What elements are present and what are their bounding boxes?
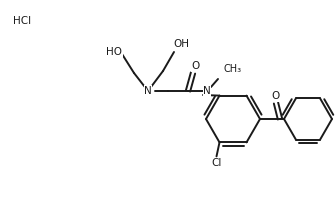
Text: O: O bbox=[272, 91, 280, 101]
Text: HCl: HCl bbox=[13, 16, 31, 26]
Text: OH: OH bbox=[173, 39, 189, 49]
Text: Cl: Cl bbox=[211, 158, 222, 168]
Text: HO: HO bbox=[106, 47, 122, 57]
Text: N: N bbox=[203, 86, 211, 96]
Text: CH₃: CH₃ bbox=[223, 64, 241, 74]
Text: O: O bbox=[192, 61, 200, 71]
Text: N: N bbox=[144, 86, 152, 96]
